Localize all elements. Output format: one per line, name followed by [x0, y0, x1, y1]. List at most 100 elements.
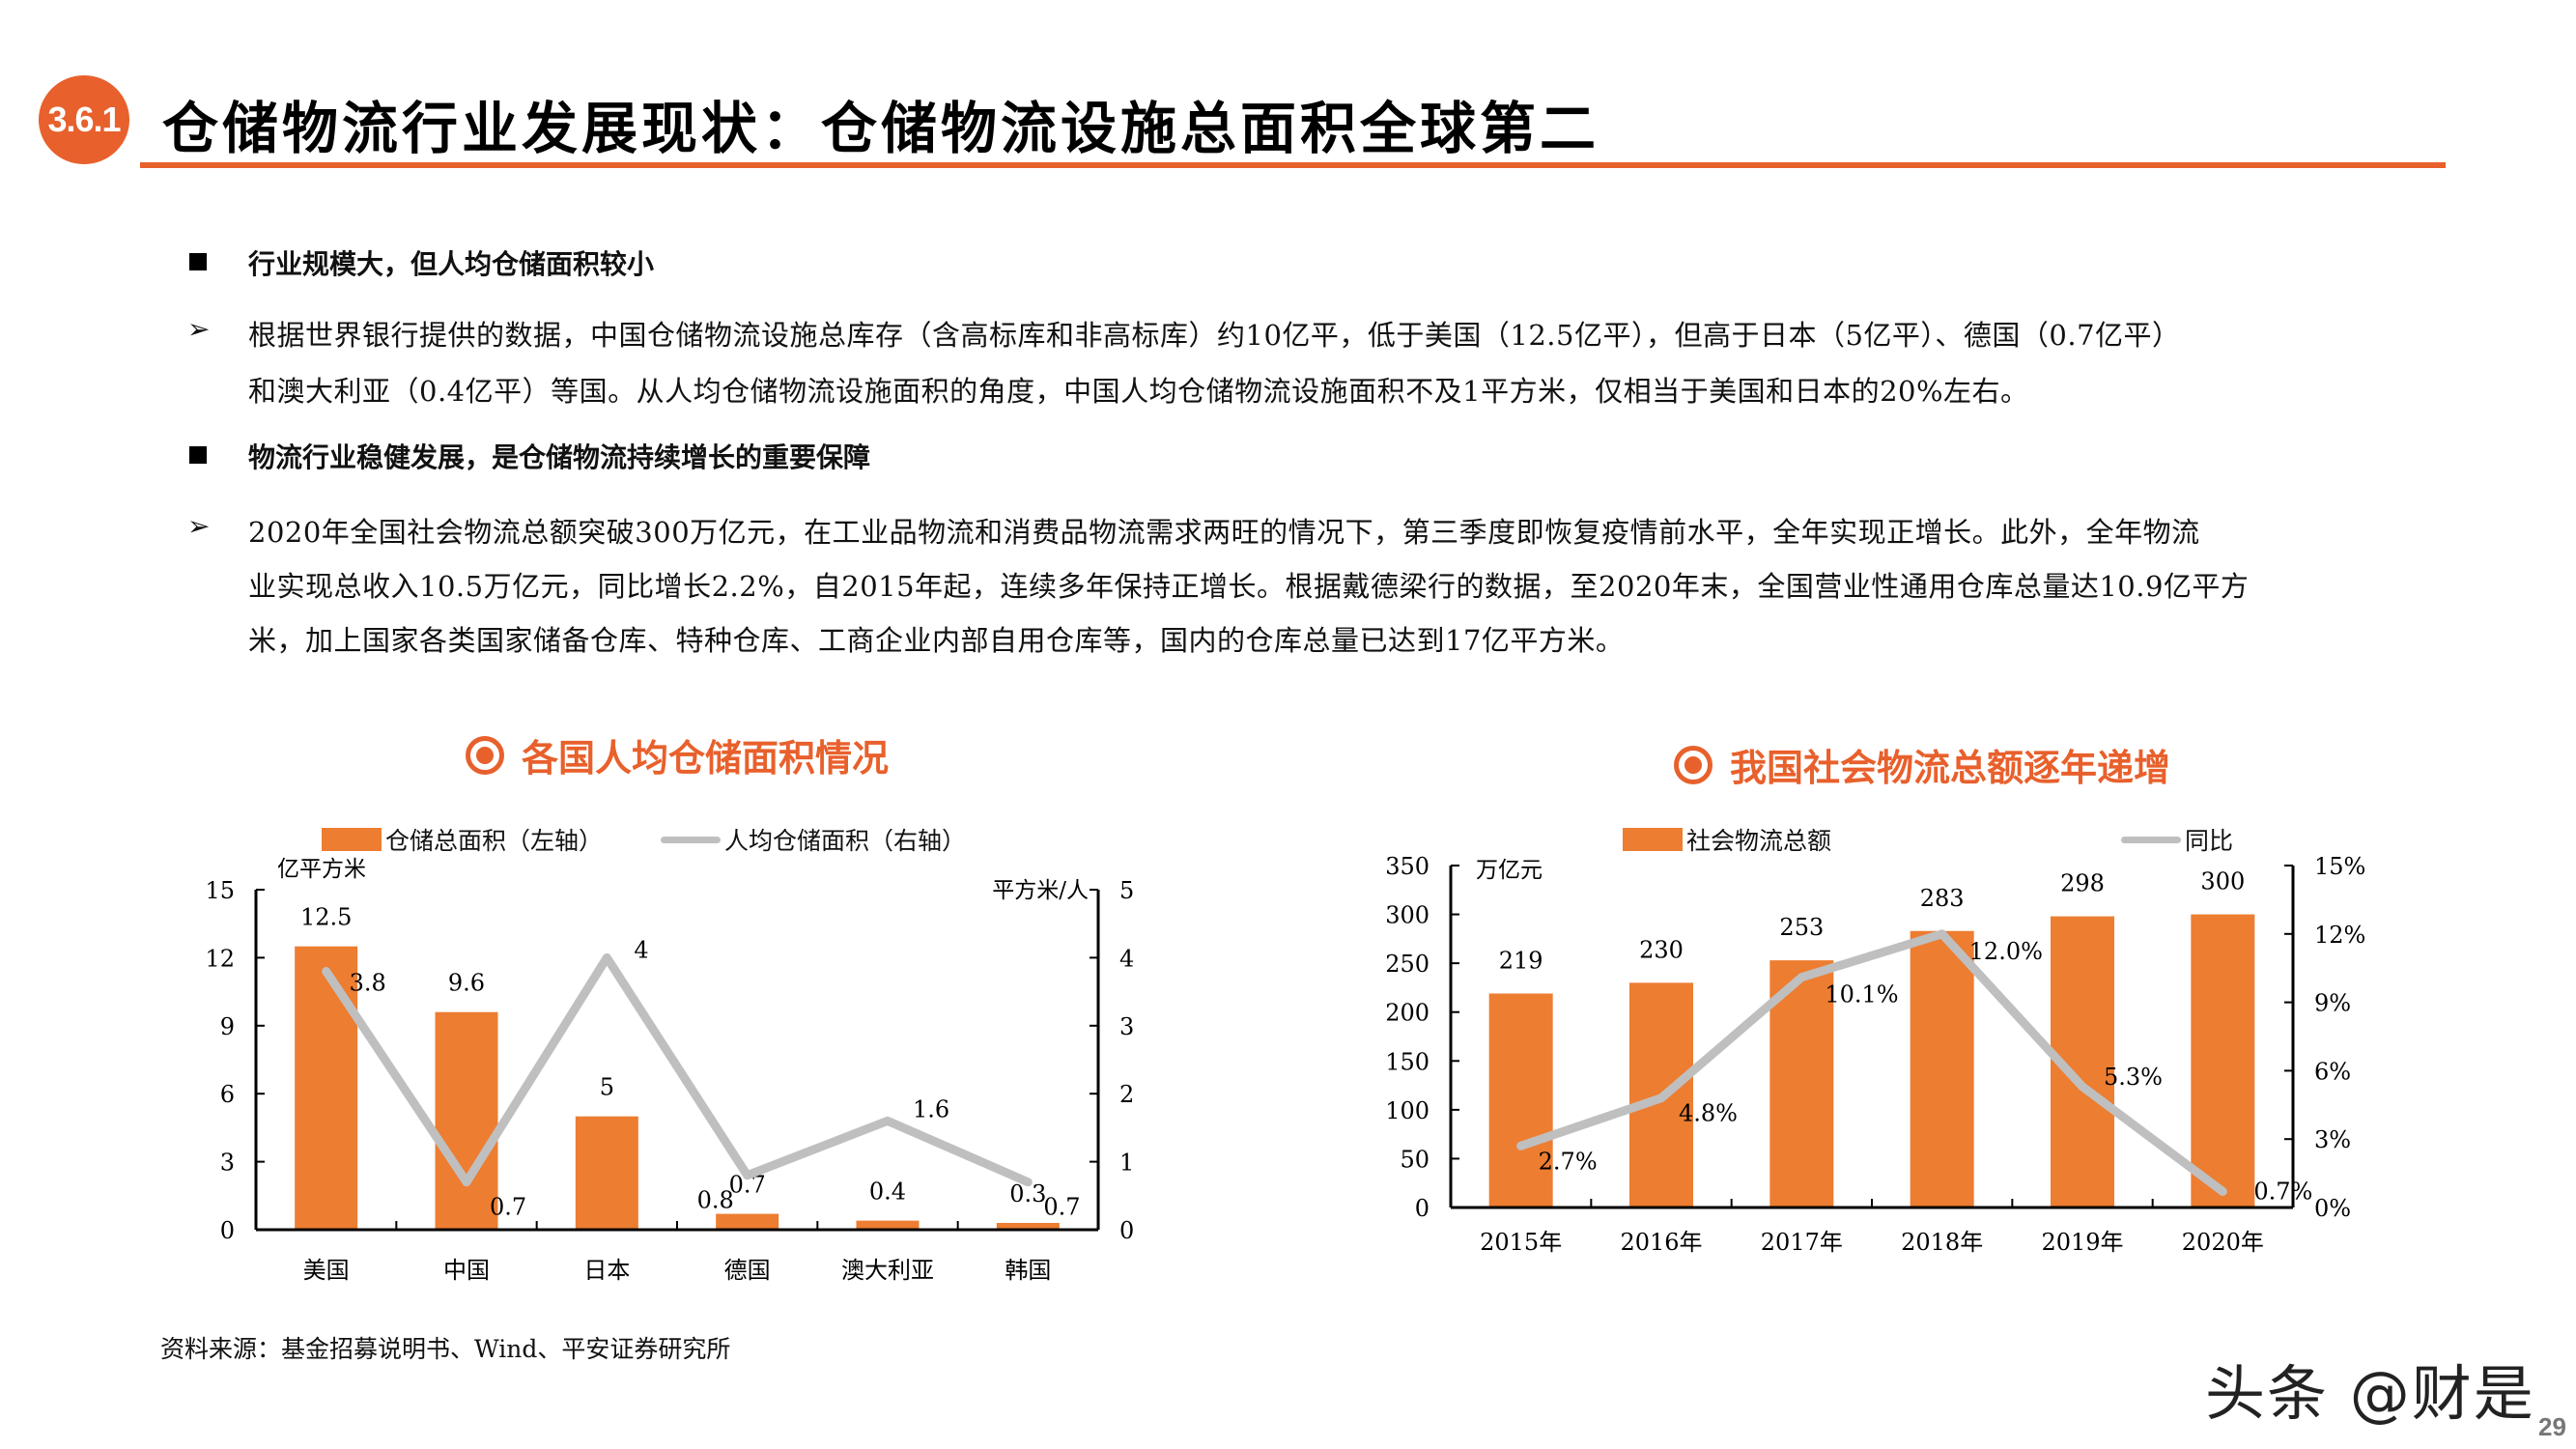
source-note: 资料来源：基金招募说明书、Wind、平安证券研究所: [160, 1335, 731, 1363]
y-tick-left: 350: [1385, 853, 1430, 880]
y-tick-left: 200: [1385, 1000, 1430, 1027]
bar: [295, 946, 358, 1230]
line-value-label: 4.8%: [1679, 1100, 1738, 1127]
y-tick-right: 1: [1119, 1150, 1134, 1177]
bar-value-label: 253: [1779, 914, 1824, 941]
x-tick-label: 日本: [583, 1257, 630, 1284]
section-number-badge: 3.6.1: [39, 75, 129, 164]
y-tick-left: 150: [1385, 1048, 1430, 1075]
page-number: 29: [2538, 1412, 2566, 1441]
legend-bar-swatch: [322, 828, 382, 851]
paragraph-line: 2020年全国社会物流总额突破300万亿元，在工业品物流和消费品物流需求两旺的情…: [248, 516, 2200, 549]
bar-value-label: 0.4: [869, 1179, 906, 1206]
x-tick-label: 韩国: [1005, 1257, 1051, 1284]
legend-left: 仓储总面积（左轴） 人均仓储面积（右轴）: [322, 822, 966, 857]
y-tick-right: 3: [1119, 1013, 1134, 1040]
line-value-label: 0.7%: [2253, 1178, 2312, 1205]
y-tick-right: 15%: [2314, 853, 2365, 880]
y-tick-right: 9%: [2314, 990, 2351, 1017]
y-tick-left: 100: [1385, 1097, 1430, 1124]
line-value-label: 1.6: [913, 1095, 949, 1122]
legend-label: 社会物流总额: [1686, 827, 1832, 855]
x-tick-label: 2020年: [2182, 1229, 2264, 1256]
line-value-label: 2.7%: [1539, 1148, 1598, 1175]
legend-line-swatch: [661, 836, 722, 843]
paragraph-line: 和澳大利亚（0.4亿平）等国。从人均仓储物流设施面积的角度，中国人均仓储物流设施…: [248, 375, 2029, 408]
y-tick-left: 300: [1385, 902, 1430, 929]
line-value-label: 4: [634, 936, 648, 963]
bar-value-label: 298: [2060, 870, 2105, 897]
arrow-bullet-icon: ➢: [187, 313, 211, 345]
legend-right: 社会物流总额 同比: [1623, 822, 2233, 857]
line-series: [322, 952, 1033, 1187]
chart-title-right: 我国社会物流总额逐年递增: [1674, 738, 2170, 791]
y-tick-left: 12: [205, 945, 235, 972]
line-value-label: 12.0%: [1969, 938, 2043, 965]
bar: [1488, 993, 1553, 1208]
y-axis-label-left: 万亿元: [1476, 858, 1543, 883]
y-tick-left: 50: [1400, 1146, 1430, 1173]
y-tick-right: 0: [1119, 1217, 1134, 1244]
watermark: 头条 @财是: [2205, 1358, 2535, 1429]
y-tick-right: 0%: [2314, 1195, 2351, 1222]
bar: [2191, 914, 2255, 1208]
x-tick-label: 美国: [303, 1257, 350, 1284]
x-tick-label: 2018年: [1901, 1229, 1983, 1256]
bar: [575, 1116, 638, 1230]
bar-value-label: 283: [1920, 885, 1965, 912]
line-series: [1516, 929, 2227, 1196]
line-value-label: 0.7: [1043, 1194, 1080, 1221]
y-tick-left: 0: [1415, 1195, 1430, 1222]
chart-title-text: 我国社会物流总额逐年递增: [1730, 747, 2171, 789]
y-tick-right: 5: [1119, 877, 1134, 904]
line-value-label: 10.1%: [1825, 981, 1898, 1009]
x-tick-label: 中国: [443, 1257, 490, 1284]
y-axis-label-right: 平方米/人: [992, 878, 1089, 903]
y-tick-right: 4: [1119, 945, 1134, 972]
x-tick-label: 2015年: [1480, 1229, 1562, 1256]
bar: [856, 1220, 920, 1230]
legend-label: 仓储总面积（左轴）: [385, 827, 604, 855]
square-bullet-icon: [189, 446, 207, 464]
chart-title-text: 各国人均仓储面积情况: [522, 737, 890, 780]
legend-line-swatch: [2121, 836, 2182, 843]
x-tick-label: 澳大利亚: [841, 1257, 934, 1284]
bullet-heading-1: 行业规模大，但人均仓储面积较小: [248, 248, 655, 280]
y-tick-left: 15: [205, 877, 235, 904]
bar-value-label: 12.5: [300, 904, 352, 931]
line-value-label: 0.8: [697, 1187, 734, 1214]
y-tick-left: 0: [220, 1217, 235, 1244]
x-tick-label: 德国: [724, 1257, 771, 1284]
y-tick-right: 2: [1119, 1081, 1134, 1108]
paragraph-line: 业实现总收入10.5万亿元，同比增长2.2%，自2015年起，连续多年保持正增长…: [248, 570, 2250, 603]
bar: [716, 1213, 779, 1230]
y-tick-left: 9: [220, 1013, 235, 1040]
bar-value-label: 230: [1639, 936, 1684, 963]
target-icon: [1674, 745, 1713, 784]
bar-value-label: 219: [1499, 947, 1543, 974]
bullet-heading-2: 物流行业稳健发展，是仓储物流持续增长的重要保障: [248, 441, 871, 473]
line-value-label: 5.3%: [2104, 1064, 2163, 1091]
y-tick-left: 3: [220, 1150, 235, 1177]
x-tick-label: 2019年: [2041, 1229, 2123, 1256]
x-tick-label: 2016年: [1620, 1229, 1702, 1256]
bar-value-label: 5: [600, 1074, 614, 1101]
legend-label: 人均仓储面积（右轴）: [724, 827, 967, 855]
page-title: 仓储物流行业发展现状：仓储物流设施总面积全球第二: [162, 96, 1600, 161]
y-tick-left: 250: [1385, 951, 1430, 978]
line-value-label: 0.7: [490, 1194, 526, 1221]
chart-title-left: 各国人均仓储面积情况: [466, 728, 889, 781]
bar: [1769, 960, 1834, 1208]
square-bullet-icon: [189, 253, 207, 270]
bar: [435, 1011, 498, 1230]
title-underline: [140, 162, 2446, 168]
y-tick-right: 12%: [2314, 922, 2365, 949]
bar: [996, 1222, 1060, 1230]
x-tick-label: 2017年: [1761, 1229, 1843, 1256]
paragraph-line: 根据世界银行提供的数据，中国仓储物流设施总库存（含高标库和非高标库）约10亿平，…: [248, 319, 2181, 352]
line-value-label: 3.8: [350, 969, 386, 996]
bar: [1910, 930, 1974, 1208]
legend-bar-swatch: [1623, 828, 1683, 851]
bar-value-label: 300: [2200, 868, 2245, 895]
